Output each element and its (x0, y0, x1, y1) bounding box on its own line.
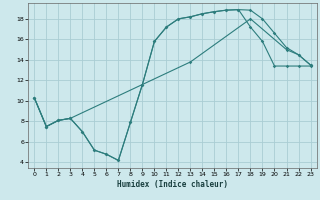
X-axis label: Humidex (Indice chaleur): Humidex (Indice chaleur) (117, 180, 228, 189)
